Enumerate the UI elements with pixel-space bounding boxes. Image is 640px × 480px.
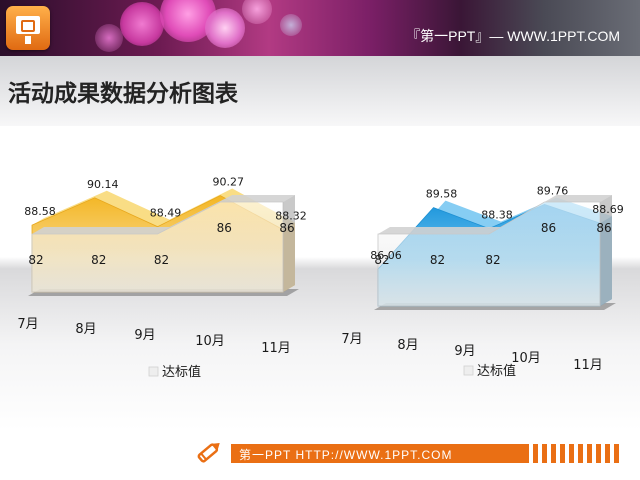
chart-0-standard-top (32, 195, 295, 234)
chart-1-label-main-1: 89.58 (426, 188, 458, 201)
chart-0-label-standard-2: 82 (154, 253, 169, 267)
ppt-logo-icon (6, 6, 50, 50)
page-title: 活动成果数据分析图表 (8, 81, 238, 107)
chart-0-label-main-2: 88.49 (150, 207, 182, 220)
chart-1-label-standard-2: 82 (485, 253, 500, 267)
chart-0-category-2: 9月 (134, 328, 155, 343)
chart-0-label-standard-3: 86 (217, 221, 232, 235)
chart-0-standard-side (283, 195, 295, 292)
chart-1-label-main-3: 89.76 (537, 184, 569, 197)
chart-1-label-standard-3: 86 (541, 221, 556, 235)
chart-1-label-main-0: 86.06 (370, 249, 402, 262)
chart-0-legend-swatch (148, 366, 159, 377)
chart-0-label-standard-4: 86 (279, 221, 294, 235)
chart-1-category-2: 9月 (454, 344, 475, 359)
chart-0-category-0: 7月 (17, 317, 38, 332)
chart-1-label-main-4: 88.69 (592, 203, 624, 216)
footer-bar: 第一PPT HTTP://WWW.1PPT.COM (231, 444, 529, 463)
chart-area: 88.58 82 90.14 82 88.49 82 90.27 86 88.32 86 7月 8月 9… (0, 126, 640, 430)
chart-1-legend-swatch (463, 365, 474, 376)
chart-1-label-standard-0: 82 (374, 253, 389, 267)
chart-0-category-4: 11月 (261, 341, 291, 356)
chart-1-label-standard-1: 82 (430, 253, 445, 267)
header-banner: 『第一PPT』— WWW.1PPT.COM (0, 0, 640, 56)
header-site-text[interactable]: 『第一PPT』— WWW.1PPT.COM (406, 28, 620, 44)
chart-0-label-main-1: 90.14 (87, 178, 119, 191)
title-band (0, 56, 640, 126)
footer-site-text[interactable]: 第一PPT HTTP://WWW.1PPT.COM (239, 448, 453, 462)
pencil-icon (197, 443, 220, 463)
chart-1-category-0: 7月 (341, 332, 362, 347)
chart-0-label-standard-0: 82 (28, 253, 43, 267)
chart-1-category-4: 11月 (573, 358, 603, 373)
chart-1-legend-label: 达标值 (477, 363, 516, 379)
chart-0-legend-label: 达标值 (162, 364, 201, 380)
chart-1-label-standard-4: 86 (596, 221, 611, 235)
chart-1-label-main-2: 88.38 (481, 209, 513, 222)
chart-1-category-3: 10月 (511, 351, 541, 366)
chart-0-label-standard-1: 82 (91, 253, 106, 267)
chart-0-label-main-4: 88.32 (275, 210, 307, 223)
chart-1-standard-top (378, 195, 612, 234)
chart-0-label-main-0: 88.58 (24, 205, 56, 218)
chart-1-category-1: 8月 (397, 338, 418, 353)
chart-1-standard-side (600, 195, 612, 306)
chart-0-category-3: 10月 (195, 334, 225, 349)
chart-0-label-main-3: 90.27 (213, 176, 245, 189)
chart-0-category-1: 8月 (75, 322, 96, 337)
